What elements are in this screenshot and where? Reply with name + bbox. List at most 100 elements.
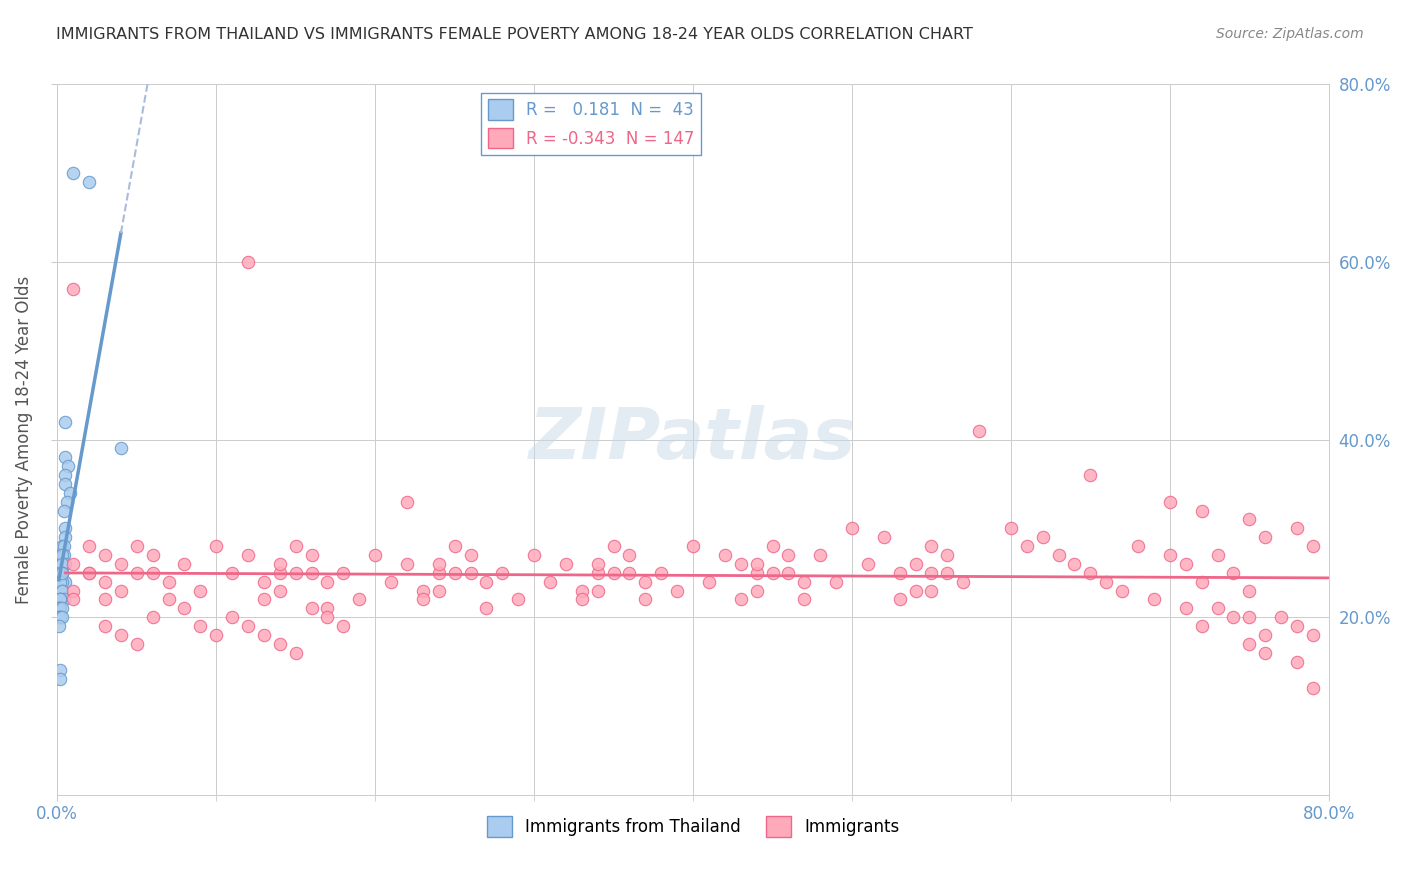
Point [51, 566, 73, 580]
Point [1222, 566, 1244, 580]
Point [316, 574, 339, 589]
Point [1239, 512, 1261, 526]
Point [538, 574, 561, 589]
Point [49, 664, 72, 678]
Point [920, 583, 942, 598]
Point [1285, 521, 1308, 535]
Point [1222, 610, 1244, 624]
Point [48, 610, 70, 624]
Point [173, 557, 195, 571]
Point [952, 574, 974, 589]
Point [205, 628, 228, 642]
Point [51, 566, 73, 580]
Point [53, 530, 76, 544]
Point [1239, 610, 1261, 624]
Point [52, 539, 75, 553]
Point [1254, 628, 1277, 642]
Point [619, 548, 641, 562]
Point [1080, 566, 1102, 580]
Point [920, 566, 942, 580]
Point [53, 415, 76, 429]
Text: ZIPatlas: ZIPatlas [529, 405, 856, 474]
Point [301, 566, 323, 580]
Point [761, 539, 783, 553]
Point [51, 539, 73, 553]
Point [157, 574, 180, 589]
Point [745, 566, 768, 580]
Point [94, 548, 117, 562]
Point [778, 548, 800, 562]
Point [284, 566, 307, 580]
Point [889, 566, 911, 580]
Point [1126, 539, 1149, 553]
Point [1000, 521, 1022, 535]
Point [619, 566, 641, 580]
Point [920, 539, 942, 553]
Point [1047, 548, 1070, 562]
Point [236, 548, 259, 562]
Point [395, 494, 418, 508]
Point [51, 601, 73, 615]
Point [51, 548, 73, 562]
Point [475, 601, 498, 615]
Point [1285, 655, 1308, 669]
Point [52, 548, 75, 562]
Point [51, 566, 73, 580]
Point [51, 557, 73, 571]
Point [110, 583, 132, 598]
Point [412, 592, 434, 607]
Point [301, 601, 323, 615]
Point [508, 592, 530, 607]
Point [142, 610, 165, 624]
Point [52, 592, 75, 607]
Point [682, 539, 704, 553]
Point [253, 592, 276, 607]
Point [634, 574, 657, 589]
Point [48, 601, 70, 615]
Point [745, 557, 768, 571]
Point [475, 574, 498, 589]
Point [269, 583, 291, 598]
Point [856, 557, 879, 571]
Point [51, 583, 73, 598]
Text: Source: ZipAtlas.com: Source: ZipAtlas.com [1216, 27, 1364, 41]
Point [62, 583, 84, 598]
Point [443, 566, 465, 580]
Point [110, 557, 132, 571]
Point [1239, 637, 1261, 651]
Point [1015, 539, 1038, 553]
Point [94, 574, 117, 589]
Point [666, 583, 689, 598]
Point [412, 583, 434, 598]
Point [1285, 619, 1308, 633]
Point [77, 566, 100, 580]
Point [94, 592, 117, 607]
Point [253, 628, 276, 642]
Point [841, 521, 863, 535]
Point [48, 619, 70, 633]
Point [142, 548, 165, 562]
Point [554, 557, 576, 571]
Point [221, 610, 243, 624]
Point [49, 592, 72, 607]
Y-axis label: Female Poverty Among 18-24 Year Olds: Female Poverty Among 18-24 Year Olds [15, 276, 32, 604]
Point [967, 424, 990, 438]
Point [1191, 619, 1213, 633]
Point [221, 566, 243, 580]
Point [51, 583, 73, 598]
Point [1302, 628, 1324, 642]
Point [523, 548, 546, 562]
Point [1206, 601, 1229, 615]
Point [1302, 539, 1324, 553]
Point [1032, 530, 1054, 544]
Point [1063, 557, 1085, 571]
Point [1174, 557, 1197, 571]
Point [395, 557, 418, 571]
Point [571, 592, 593, 607]
Point [49, 574, 72, 589]
Point [316, 610, 339, 624]
Point [427, 583, 450, 598]
Point [49, 566, 72, 580]
Point [793, 574, 815, 589]
Point [125, 637, 148, 651]
